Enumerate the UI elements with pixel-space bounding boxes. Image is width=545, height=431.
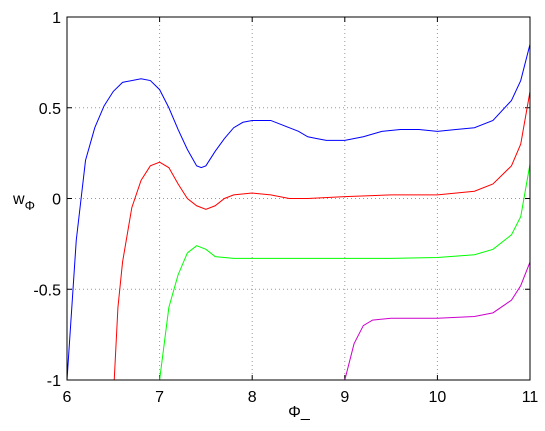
x-tick-label: 8 bbox=[248, 389, 257, 406]
x-tick-label: 9 bbox=[340, 389, 349, 406]
y-label-sub: Φ bbox=[25, 198, 35, 213]
series-line bbox=[66, 44, 531, 381]
y-tick-label: 0 bbox=[52, 192, 61, 209]
x-axis-label: Φ_ bbox=[288, 404, 311, 421]
x-tick-label: 6 bbox=[63, 389, 72, 406]
y-tick-label: -0.5 bbox=[33, 282, 61, 299]
series-line bbox=[113, 91, 531, 381]
x-tick-label: 11 bbox=[522, 389, 539, 406]
series-line bbox=[344, 261, 531, 381]
series-line bbox=[159, 163, 531, 381]
x-tick-label: 10 bbox=[429, 389, 447, 406]
plot-frame bbox=[66, 16, 531, 381]
y-tick-label: -1 bbox=[47, 373, 61, 390]
y-tick-label: 0.5 bbox=[39, 101, 61, 118]
y-tick-label: 1 bbox=[52, 10, 61, 27]
x-tick-label: 7 bbox=[155, 389, 164, 406]
y-axis-label: wΦ bbox=[12, 191, 35, 213]
y-label-base: w bbox=[12, 191, 25, 208]
